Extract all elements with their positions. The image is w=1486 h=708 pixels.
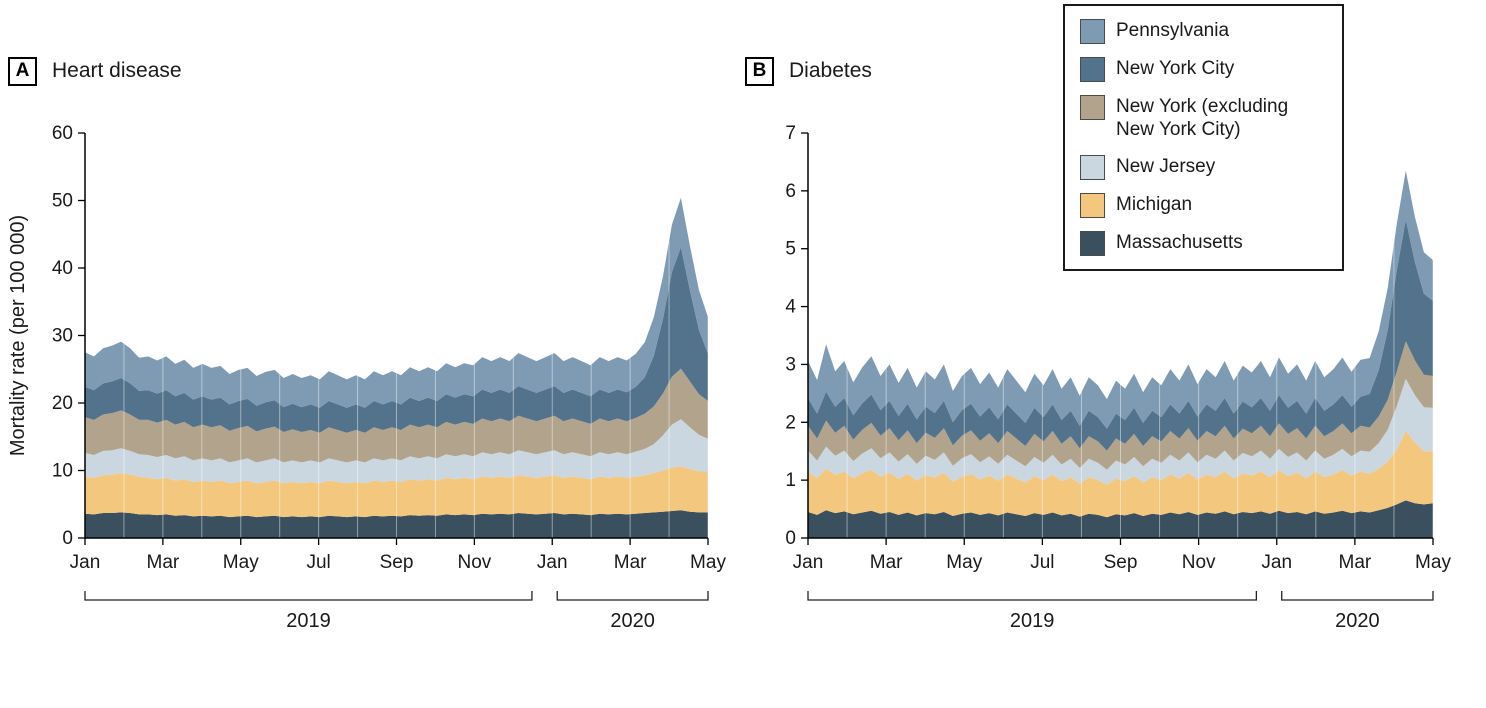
legend-label: Massachusetts — [1116, 231, 1243, 253]
x-tick-label: Jul — [306, 552, 330, 573]
legend-label: New York City — [1116, 58, 1235, 79]
x-tick-label: Jan — [70, 552, 101, 573]
y-tick-label: 0 — [785, 528, 796, 549]
area-massachusetts — [85, 510, 708, 538]
year-label-2020: 2020 — [610, 610, 655, 632]
area-new-york-excluding-new-york-city — [85, 368, 708, 463]
legend-item-michigan: Michigan — [1080, 192, 1327, 218]
y-tick-label: 5 — [785, 239, 796, 260]
y-tick-label: 0 — [62, 528, 73, 549]
x-tick-label: Mar — [147, 552, 180, 573]
area-new-jersey — [808, 378, 1433, 485]
y-tick-label: 20 — [52, 393, 73, 414]
y-tick-label: 30 — [52, 326, 73, 347]
x-tick-label: May — [223, 552, 259, 573]
x-tick-label: Mar — [1339, 552, 1372, 573]
x-tick-label: Jan — [537, 552, 568, 573]
x-tick-label: Sep — [380, 552, 414, 573]
x-tick-label: May — [1415, 552, 1451, 573]
year-label-2020: 2020 — [1335, 610, 1380, 632]
x-tick-label: Jan — [793, 552, 824, 573]
legend-swatch-new-york-city — [1080, 57, 1105, 82]
area-new-york-city — [85, 247, 708, 433]
legend-swatch-new-jersey — [1080, 154, 1105, 180]
area-pennsylvania — [85, 197, 708, 408]
y-tick-label: 2 — [785, 412, 796, 433]
y-tick-label: 60 — [52, 123, 73, 144]
area-new-york-excluding-new-york-city — [808, 341, 1433, 470]
panel-title-diabetes: Diabetes — [789, 59, 872, 82]
panel-letter-b: B — [745, 56, 774, 86]
x-tick-label: Jan — [1261, 552, 1292, 573]
area-massachusetts — [808, 500, 1433, 538]
legend-item-massachusetts: Massachusetts — [1080, 230, 1327, 256]
y-tick-label: 7 — [785, 123, 796, 144]
panel-heart-disease: A Heart disease 0 10 20 30 40 50 60 Jan Mar May Ju… — [8, 55, 728, 640]
legend-swatch-massachusetts — [1080, 230, 1105, 256]
legend-item-new-york-excluding-new-york-city: New York (excluding New York City) — [1080, 95, 1327, 142]
x-tick-label: May — [946, 552, 982, 573]
year-label-2019: 2019 — [286, 610, 331, 632]
area-pennsylvania — [808, 170, 1433, 429]
legend-item-new-york-city: New York City — [1080, 57, 1327, 82]
year-bracket-2019 — [807, 591, 1258, 601]
area-new-jersey — [85, 419, 708, 484]
panel-header-b: B Diabetes — [745, 55, 1465, 87]
legend: Pennsylvania New York City New York (exclu… — [1063, 4, 1344, 271]
year-bracket-2020 — [1281, 591, 1434, 601]
y-tick-label: 10 — [52, 461, 73, 482]
panel-title-heart-disease: Heart disease — [52, 59, 182, 82]
heart-disease-chart: 0 10 20 30 40 50 60 Jan Mar May Jul Sep Nov Jan Mar May… — [8, 123, 726, 632]
area-michigan — [85, 466, 708, 518]
y-tick-label: 3 — [785, 354, 796, 375]
y-tick-label: 4 — [785, 297, 796, 318]
legend-item-new-jersey: New Jersey — [1080, 154, 1327, 180]
area-michigan — [808, 431, 1433, 518]
legend-label: New York (excluding New York City) — [1116, 96, 1289, 140]
legend-item-pennsylvania: Pennsylvania — [1080, 19, 1327, 44]
legend-swatch-new-york-excluding-new-york-city — [1080, 95, 1105, 120]
panel-header-a: A Heart disease — [8, 55, 728, 87]
legend-label: New Jersey — [1116, 155, 1216, 177]
y-tick-label: 1 — [785, 470, 796, 491]
x-tick-label: Jul — [1030, 552, 1054, 573]
y-tick-label: 50 — [52, 191, 73, 212]
legend-label: Michigan — [1116, 193, 1193, 215]
legend-swatch-michigan — [1080, 192, 1105, 218]
x-tick-label: Nov — [457, 552, 491, 573]
legend-label: Pennsylvania — [1116, 20, 1230, 41]
year-bracket-2019 — [84, 591, 533, 601]
y-tick-label: 40 — [52, 258, 73, 279]
x-tick-label: May — [690, 552, 726, 573]
y-tick-label: 6 — [785, 181, 796, 202]
y-axis-title: Mortality rate (per 100 000) — [8, 215, 29, 456]
x-tick-label: Sep — [1104, 552, 1138, 573]
legend-swatch-pennsylvania — [1080, 19, 1105, 44]
year-label-2019: 2019 — [1010, 610, 1055, 632]
panel-letter-a: A — [8, 56, 37, 86]
x-tick-label: Mar — [614, 552, 647, 573]
x-tick-label: Nov — [1182, 552, 1216, 573]
year-bracket-2020 — [556, 591, 709, 601]
x-tick-label: Mar — [870, 552, 903, 573]
